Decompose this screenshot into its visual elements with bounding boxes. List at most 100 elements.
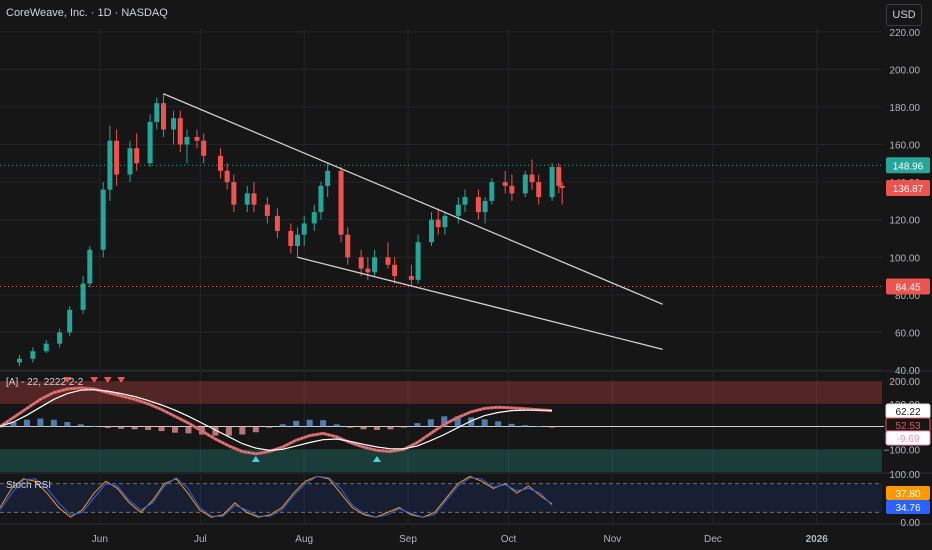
candlestick xyxy=(184,129,190,164)
stoch-value-box xyxy=(886,500,930,514)
macd-histogram-bar xyxy=(508,423,515,427)
macd-value-label: 52.53 xyxy=(895,421,920,432)
candle-body xyxy=(372,257,378,273)
candlestick xyxy=(161,93,166,137)
macd-histogram-bar xyxy=(158,426,165,432)
time-axis-tick: 2026 xyxy=(806,534,829,545)
candle-body xyxy=(16,358,22,363)
candle-body xyxy=(529,174,535,183)
stoch-value-label: 37.80 xyxy=(895,489,920,500)
macd-histogram-bar xyxy=(495,421,502,427)
candlestick xyxy=(127,140,133,183)
macd-histogram-bar xyxy=(347,426,354,428)
macd-histogram-bar xyxy=(333,424,340,427)
stoch-axis-tick: 100.00 xyxy=(889,470,920,481)
stoch-range-band xyxy=(0,483,882,513)
sell-signal-marker xyxy=(90,377,99,383)
candlestick xyxy=(231,174,237,213)
candlestick xyxy=(16,354,22,367)
stoch-value-box xyxy=(886,486,930,500)
price-label: 84.45 xyxy=(895,282,920,293)
candle-body xyxy=(251,193,257,205)
macd-histogram-bar xyxy=(37,418,44,427)
candle-body xyxy=(201,140,207,156)
macd-histogram-bar xyxy=(77,424,84,427)
time-axis-tick: Oct xyxy=(501,534,517,545)
candlestick xyxy=(345,227,351,265)
currency-button[interactable]: USD xyxy=(886,4,922,26)
candle-body xyxy=(502,182,508,186)
candle-body xyxy=(301,223,307,235)
candle-body xyxy=(325,170,331,186)
sell-signal-marker xyxy=(117,377,126,383)
candlestick xyxy=(392,257,398,284)
candle-body xyxy=(288,230,294,246)
oversold-band xyxy=(0,449,882,472)
candlestick xyxy=(475,189,481,220)
price-axis-tick: 60.00 xyxy=(895,328,920,339)
candlestick xyxy=(502,170,508,194)
macd-value-label: -9.69 xyxy=(897,434,920,445)
price-axis-tick: 200.00 xyxy=(889,65,920,76)
stoch-rsi-label[interactable]: Stoch RSI xyxy=(6,480,52,491)
candlestick xyxy=(217,148,223,179)
macd-histogram-bar xyxy=(535,426,542,428)
macd-histogram-bar xyxy=(454,416,461,427)
candlestick xyxy=(301,215,307,246)
macd-histogram-bar xyxy=(427,419,434,427)
price-axis-tick: 220.00 xyxy=(889,28,920,39)
candlestick xyxy=(489,178,495,205)
candlestick xyxy=(80,276,86,314)
candlestick xyxy=(43,339,49,354)
candlestick xyxy=(529,159,535,190)
stoch-value-label: 34.76 xyxy=(895,503,920,514)
candlestick xyxy=(462,189,468,213)
candlestick xyxy=(194,129,200,149)
candle-body xyxy=(475,197,481,213)
macd-histogram-bar xyxy=(91,425,98,427)
candle-body xyxy=(522,174,528,194)
candle-body xyxy=(274,215,280,231)
candle-body xyxy=(489,182,495,201)
macd-histogram-bar xyxy=(266,426,273,428)
candle-body xyxy=(127,148,133,175)
candlestick xyxy=(264,197,270,224)
candlestick xyxy=(30,347,36,363)
candle-body xyxy=(442,215,448,228)
candlestick xyxy=(107,125,113,201)
candlestick xyxy=(415,234,421,284)
candlestick xyxy=(171,110,177,145)
time-axis-tick: Nov xyxy=(604,534,622,545)
candle-body xyxy=(311,212,317,224)
candle-body xyxy=(100,189,106,250)
macd-value-label: 62.22 xyxy=(895,407,920,418)
candlestick xyxy=(442,212,448,235)
price-axis-tick: 40.00 xyxy=(895,366,920,377)
candlestick xyxy=(338,167,344,243)
candle-body xyxy=(392,264,398,277)
candlestick xyxy=(311,204,317,231)
sell-signal-marker xyxy=(103,377,112,383)
candle-body xyxy=(147,121,153,164)
candlestick xyxy=(67,306,73,337)
price-label: 148.96 xyxy=(893,161,924,172)
candlestick xyxy=(536,174,542,205)
candle-body xyxy=(415,242,421,280)
candlestick xyxy=(509,174,515,201)
macd-histogram-bar xyxy=(279,424,286,427)
price-axis-tick: 100.00 xyxy=(889,253,920,264)
macd-histogram-bar xyxy=(104,426,111,428)
candlestick xyxy=(318,182,324,220)
candlestick xyxy=(154,97,160,130)
macd-histogram-bar xyxy=(131,426,138,430)
trendline xyxy=(297,256,663,350)
candlestick xyxy=(325,163,331,198)
macd-histogram-bar xyxy=(212,426,219,436)
candlestick xyxy=(134,133,140,171)
macd-indicator-label[interactable]: [A] - 22, 2222 2-2 xyxy=(6,377,84,388)
price-label: 136.87 xyxy=(893,184,924,195)
macd-histogram-bar xyxy=(225,426,232,436)
candle-body xyxy=(107,140,113,190)
